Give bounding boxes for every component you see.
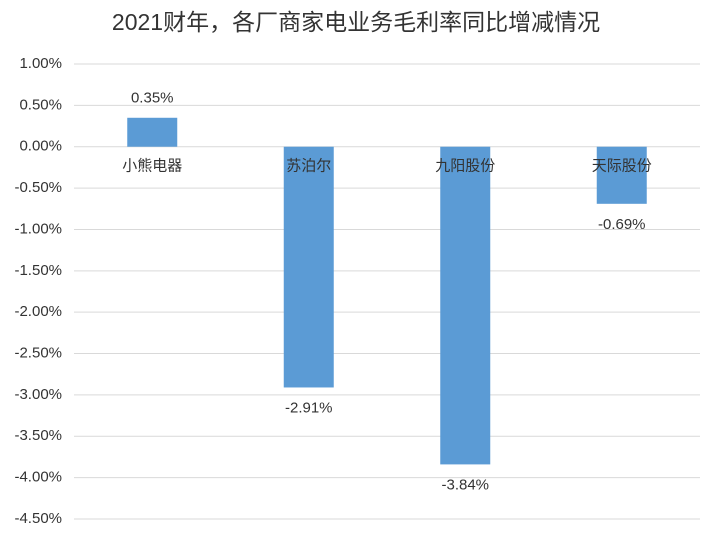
x-tick-label: 天际股份 xyxy=(592,158,652,175)
y-tick-label: -4.00% xyxy=(14,469,62,486)
data-label: -3.84% xyxy=(441,476,489,493)
chart-title: 2021财年，各厂商家电业务毛利率同比增减情况 xyxy=(112,9,600,35)
y-tick-label: 1.00% xyxy=(19,55,62,72)
y-tick-label: -2.50% xyxy=(14,345,62,362)
y-tick-label: -4.50% xyxy=(14,510,62,527)
x-tick-label: 苏泊尔 xyxy=(286,158,331,175)
data-label: -0.69% xyxy=(598,216,646,233)
x-tick-label: 小熊电器 xyxy=(122,158,182,175)
y-tick-label: 0.00% xyxy=(19,138,62,155)
y-tick-label: 0.50% xyxy=(19,96,62,113)
y-tick-label: -1.50% xyxy=(14,262,62,279)
x-tick-label: 九阳股份 xyxy=(435,158,495,175)
bar xyxy=(283,146,334,388)
bar xyxy=(440,146,491,465)
y-tick-label: -2.00% xyxy=(14,303,62,320)
data-label: -2.91% xyxy=(285,399,333,416)
data-label: 0.35% xyxy=(131,90,174,107)
y-tick-label: -1.00% xyxy=(14,220,62,237)
y-tick-label: -3.00% xyxy=(14,386,62,403)
y-tick-label: -0.50% xyxy=(14,179,62,196)
y-tick-label: -3.50% xyxy=(14,427,62,444)
bar xyxy=(127,117,178,147)
bar xyxy=(596,146,647,204)
